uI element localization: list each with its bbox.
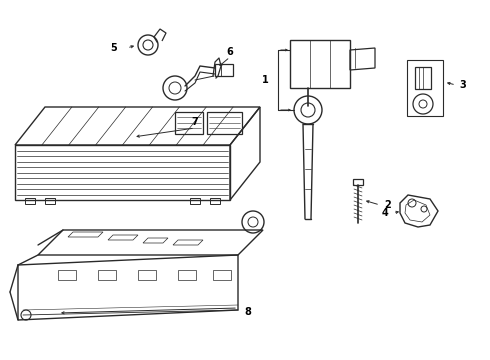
Text: 5: 5 <box>111 43 118 53</box>
Bar <box>25 198 35 204</box>
Text: 7: 7 <box>192 117 198 127</box>
Text: 3: 3 <box>460 80 466 90</box>
Bar <box>190 198 200 204</box>
Bar <box>290 40 350 88</box>
Bar <box>210 198 220 204</box>
Text: 6: 6 <box>227 47 233 57</box>
Bar <box>58 270 76 280</box>
Bar <box>353 179 363 185</box>
Text: 1: 1 <box>262 75 269 85</box>
Text: 8: 8 <box>245 307 251 317</box>
Bar <box>45 198 55 204</box>
Text: 2: 2 <box>385 200 392 210</box>
Bar <box>178 270 196 280</box>
Bar <box>415 67 431 89</box>
Bar <box>215 64 233 76</box>
Bar <box>98 270 116 280</box>
Bar <box>175 112 203 134</box>
Bar <box>138 270 156 280</box>
Text: 4: 4 <box>382 208 389 218</box>
Bar <box>213 270 231 280</box>
Bar <box>207 112 242 134</box>
